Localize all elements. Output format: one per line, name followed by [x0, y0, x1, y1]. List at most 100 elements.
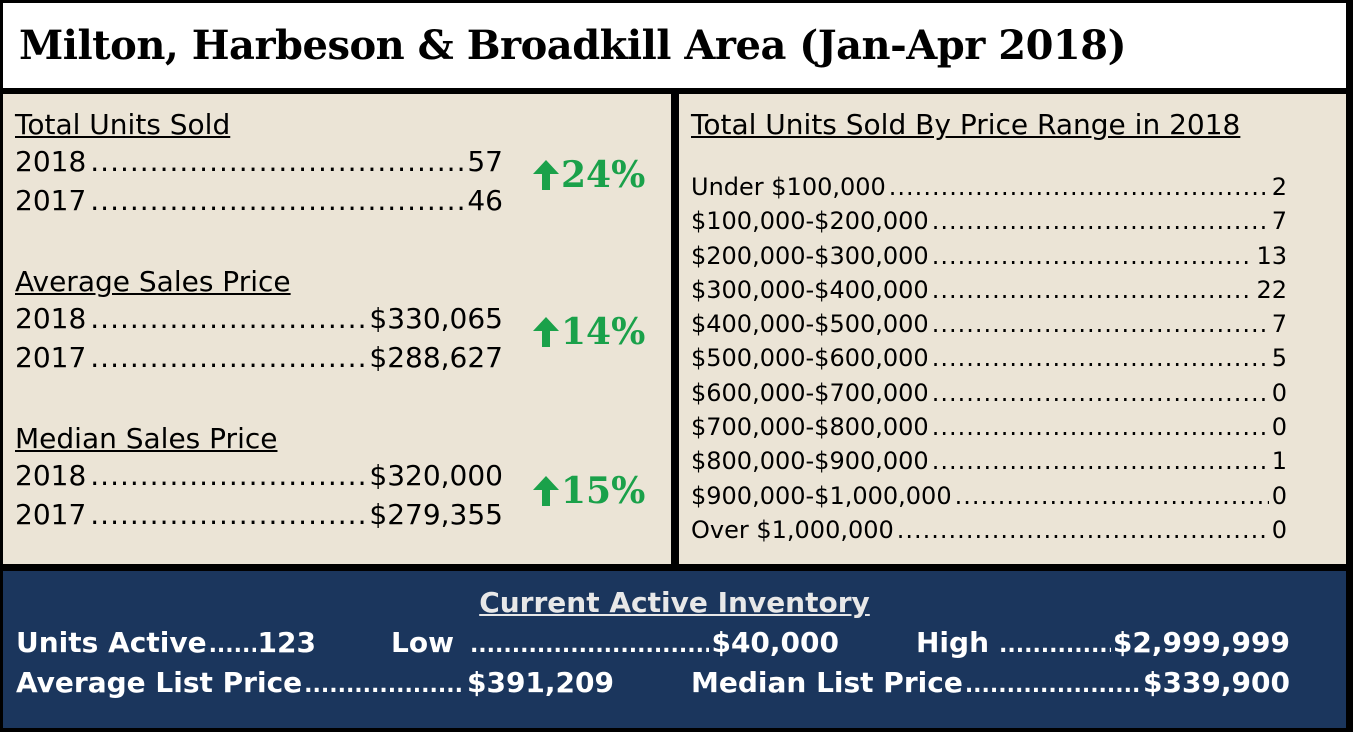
avg-list-price: Average List Price $391,209	[16, 665, 614, 704]
leader-dots	[955, 479, 1269, 513]
units-sold-row-2018: 2018 57	[15, 142, 503, 181]
avg-price-change: 14%	[533, 311, 645, 353]
row-year: 2018	[15, 459, 87, 492]
row-year: 2018	[15, 145, 87, 178]
price-range-row: $400,000-$500,000 7	[691, 307, 1287, 341]
price-range-row: $800,000-$900,000 1	[691, 444, 1287, 478]
leader-dots	[209, 628, 256, 664]
price-range-label: $300,000-$400,000	[691, 275, 929, 304]
avg-price-section: Average Sales Price 2018 $330,065 2017 $…	[15, 265, 503, 377]
avg-price-heading: Average Sales Price	[15, 265, 291, 298]
row-year: 2017	[15, 184, 87, 217]
change-value: 15%	[561, 470, 646, 512]
row-value: $320,000	[369, 459, 503, 492]
avg-list-label: Average List Price	[16, 666, 303, 699]
price-range-row: $700,000-$800,000 0	[691, 410, 1287, 444]
price-range-panel: Total Units Sold By Price Range in 2018 …	[679, 94, 1346, 564]
leader-dots	[90, 338, 365, 377]
leader-dots	[889, 170, 1269, 204]
price-range-row: $200,000-$300,000 13	[691, 239, 1287, 273]
units-sold-change: 24%	[533, 154, 645, 196]
price-range-count: 7	[1271, 310, 1287, 339]
price-range-count: 0	[1271, 481, 1287, 510]
leader-dots	[90, 456, 365, 495]
inventory-panel: Current Active Inventory Units Active 12…	[3, 571, 1346, 728]
leader-dots	[932, 341, 1269, 375]
high-price: High $2,999,999	[916, 625, 1290, 664]
row-value: $279,355	[369, 498, 503, 531]
price-range-list: Under $100,000 2 $100,000-$200,000 7 $200,00…	[691, 170, 1287, 547]
leader-dots	[932, 204, 1269, 238]
price-range-count: 2	[1271, 173, 1287, 201]
price-range-row: Over $1,000,000 0	[691, 513, 1287, 547]
avg-price-row-2017: 2017 $288,627	[15, 338, 503, 377]
price-range-label: $600,000-$700,000	[691, 378, 929, 407]
price-range-count: 22	[1256, 275, 1287, 304]
median-price-row-2017: 2017 $279,355	[15, 495, 503, 534]
leader-dots	[932, 239, 1254, 273]
price-range-heading: Total Units Sold By Price Range in 2018	[691, 108, 1241, 141]
avg-price-row-2018: 2018 $330,065	[15, 299, 503, 338]
leader-dots	[932, 273, 1254, 307]
median-list-value: $339,900	[1142, 666, 1290, 699]
leader-dots	[90, 299, 365, 338]
inventory-heading: Current Active Inventory	[479, 586, 870, 619]
price-range-count: 1	[1271, 447, 1287, 476]
title-box: Milton, Harbeson & Broadkill Area (Jan-A…	[3, 3, 1346, 88]
price-range-row: Under $100,000 2	[691, 170, 1287, 204]
price-range-label: $900,000-$1,000,000	[691, 481, 952, 510]
units-active-label: Units Active	[16, 626, 207, 659]
up-arrow-icon	[533, 160, 559, 190]
price-range-label: $400,000-$500,000	[691, 310, 929, 339]
row-value: $288,627	[369, 341, 503, 374]
leader-dots	[90, 181, 463, 220]
low-label: Low	[391, 626, 454, 659]
median-price-heading: Median Sales Price	[15, 422, 278, 455]
price-range-label: $800,000-$900,000	[691, 447, 929, 476]
price-range-row: $900,000-$1,000,000 0	[691, 479, 1287, 513]
price-range-label: $500,000-$600,000	[691, 344, 929, 373]
up-arrow-icon	[533, 317, 559, 347]
row-value: 57	[467, 145, 503, 178]
price-range-count: 0	[1271, 413, 1287, 442]
price-range-label: $100,000-$200,000	[691, 207, 929, 236]
row-value: $330,065	[369, 302, 503, 335]
change-value: 14%	[561, 311, 646, 353]
price-range-label: $200,000-$300,000	[691, 241, 929, 270]
low-price: Low $40,000	[391, 625, 839, 664]
leader-dots	[90, 142, 463, 181]
high-value: $2,999,999	[1112, 626, 1290, 659]
price-range-label: $700,000-$800,000	[691, 413, 929, 442]
up-arrow-icon	[533, 476, 559, 506]
leader-dots	[932, 307, 1269, 341]
row-year: 2017	[15, 341, 87, 374]
row-year: 2018	[15, 302, 87, 335]
units-sold-section: Total Units Sold 2018 57 2017 46	[15, 108, 503, 220]
price-range-count: 5	[1271, 344, 1287, 373]
units-active: Units Active 123	[16, 625, 316, 664]
price-range-count: 7	[1271, 207, 1287, 236]
price-range-count: 0	[1271, 515, 1287, 544]
leader-dots	[932, 444, 1269, 478]
units-active-value: 123	[257, 626, 316, 659]
price-range-label: Under $100,000	[691, 173, 886, 201]
median-price-change: 15%	[533, 470, 645, 512]
leader-dots	[932, 376, 1269, 410]
price-range-row: $600,000-$700,000 0	[691, 376, 1287, 410]
median-price-row-2018: 2018 $320,000	[15, 456, 503, 495]
price-range-row: $100,000-$200,000 7	[691, 204, 1287, 238]
leader-dots	[932, 410, 1269, 444]
median-list-price: Median List Price $339,900	[691, 665, 1290, 704]
leader-dots	[897, 513, 1269, 547]
leader-dots	[999, 628, 1111, 664]
median-list-label: Median List Price	[691, 666, 963, 699]
price-range-label: Over $1,000,000	[691, 515, 894, 544]
row-value: 46	[467, 184, 503, 217]
price-range-row: $500,000-$600,000 5	[691, 341, 1287, 375]
high-label: High	[916, 626, 990, 659]
leader-dots	[304, 668, 465, 704]
row-year: 2017	[15, 498, 87, 531]
units-sold-heading: Total Units Sold	[15, 108, 231, 141]
leader-dots	[965, 668, 1141, 704]
